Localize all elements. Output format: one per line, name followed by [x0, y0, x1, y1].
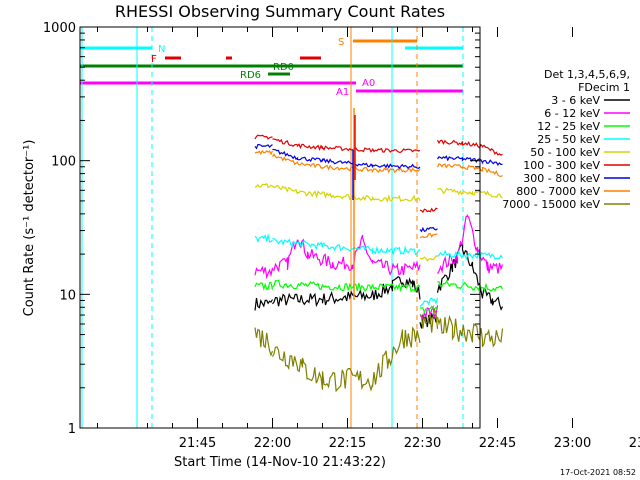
x-tick-label: 23:00 — [554, 436, 591, 451]
series-6-segment-2 — [272, 138, 421, 153]
series-8-segment-1 — [254, 149, 274, 156]
series-3 — [254, 279, 504, 315]
series-4-segment-3 — [419, 297, 439, 307]
x-axis-label: Start Time (14-Nov-10 21:43:22) — [174, 455, 386, 470]
series-2-segment-3 — [419, 304, 439, 321]
series-9-segment-2 — [271, 326, 421, 393]
x-tick-label: 22:15 — [329, 436, 366, 451]
series-3-segment-4 — [437, 279, 504, 293]
legend-label: 12 - 25 keV — [537, 120, 600, 133]
series-1-segment-1 — [254, 298, 274, 311]
legend-header-line: FDecim 1 — [578, 81, 630, 94]
annotation-s: S — [338, 37, 344, 48]
x-tick-label: 21:45 — [179, 436, 216, 451]
series-9-segment-4 — [436, 314, 504, 348]
annotation-f: F — [151, 54, 157, 65]
series-5-segment-4 — [437, 187, 503, 199]
y-tick-label: 100 — [51, 155, 76, 170]
series-3-segment-2 — [272, 279, 421, 293]
series-1-segment-2 — [272, 275, 421, 308]
series-5-segment-3 — [419, 255, 438, 262]
annotation-rd0: RD0 — [273, 62, 294, 73]
series-4-segment-4 — [437, 249, 504, 262]
series-8-segment-2 — [271, 153, 421, 174]
x-tick-label: 22:45 — [479, 436, 516, 451]
chart-title: RHESSI Observing Summary Count Rates — [115, 2, 445, 21]
series-9 — [254, 308, 504, 393]
vertical-markers — [81, 27, 464, 428]
annotation-n: N — [158, 44, 165, 55]
x-tick-label: 22:00 — [254, 436, 291, 451]
legend-label: 25 - 50 keV — [537, 133, 600, 146]
series-5-segment-2 — [272, 184, 421, 203]
legend-label: 300 - 800 keV — [523, 172, 600, 185]
series-5-segment-1 — [254, 182, 273, 189]
legend-label: 6 - 12 keV — [544, 107, 600, 120]
series-3-segment-1 — [254, 282, 274, 291]
legend-label: 50 - 100 keV — [530, 146, 600, 159]
y-tick-label: 10 — [59, 288, 76, 303]
legend-label: 100 - 300 keV — [523, 159, 600, 172]
series-2-segment-2 — [272, 234, 421, 276]
attenuator-state-bands — [80, 39, 463, 93]
series-9-segment-1 — [254, 327, 274, 357]
series-5 — [254, 182, 503, 262]
series-6-segment-3 — [419, 207, 438, 214]
series-7-segment-3 — [419, 226, 438, 233]
x-tick-label: 23:15 — [629, 436, 640, 451]
series-1-segment-4 — [436, 244, 504, 311]
y-tick-label: 1000 — [43, 21, 76, 36]
annotation-a0: A0 — [362, 78, 375, 89]
series-8 — [254, 149, 503, 239]
series-6 — [254, 134, 503, 214]
series-4-segment-2 — [272, 237, 421, 256]
legend-label: 7000 - 15000 keV — [502, 198, 600, 211]
series-8-segment-4 — [436, 163, 503, 178]
series-4-segment-1 — [254, 233, 273, 243]
series-layer — [254, 108, 504, 393]
y-axis-label: Count Rate (s⁻¹ detector⁻¹) — [22, 140, 37, 317]
legend-header-line: Det 1,3,4,5,6,9, — [544, 68, 630, 81]
series-7 — [254, 143, 503, 233]
series-7-segment-4 — [437, 155, 503, 166]
annotations: NF RD0 RD6 S A0 A1 — [151, 37, 375, 98]
series-8-segment-3 — [419, 232, 438, 239]
series-7-segment-2 — [272, 148, 421, 170]
series-2-segment-1 — [254, 265, 274, 280]
plot-frame — [79, 26, 481, 429]
annotation-rd6: RD6 — [240, 70, 261, 81]
annotation-a1: A1 — [336, 87, 349, 98]
y-tick-label: 1 — [68, 422, 76, 437]
legend-label: 3 - 6 keV — [551, 94, 600, 107]
legend-label: 800 - 7000 keV — [516, 185, 600, 198]
series-6-segment-1 — [254, 134, 273, 140]
footer-timestamp: 17-Oct-2021 08:52 — [560, 468, 636, 477]
series-7-segment-1 — [254, 143, 273, 150]
series-6-segment-4 — [436, 139, 503, 156]
series-9-segment-3 — [419, 308, 439, 333]
x-tick-label: 22:30 — [404, 436, 441, 451]
axis-ticks: 1 10 100 1000 21:45 22:00 22:15 22:30 22:45 23:00… — [43, 21, 640, 451]
series-4 — [254, 233, 504, 307]
